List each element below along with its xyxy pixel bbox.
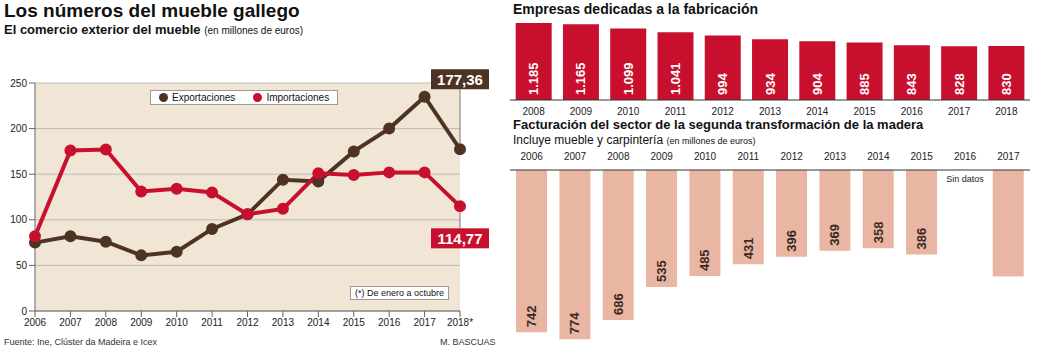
html-text:Fuente: Ine, Clúster da Madeir: Fuente: Ine, Clúster da Madeira e Icex (4, 337, 158, 347)
svg-text:535: 535 (654, 260, 669, 282)
svg-text:2017: 2017 (413, 317, 436, 328)
svg-text:2016: 2016 (954, 151, 977, 162)
svg-text:2011: 2011 (201, 317, 223, 328)
svg-text:1.165: 1.165 (573, 62, 588, 95)
svg-text:177,36: 177,36 (437, 71, 483, 88)
svg-text:2015: 2015 (911, 151, 934, 162)
svg-text:904: 904 (810, 73, 825, 95)
svg-text:Sin datos: Sin datos (946, 174, 984, 184)
svg-text:369: 369 (827, 224, 842, 246)
svg-text:2014: 2014 (307, 317, 330, 328)
svg-text:2015: 2015 (343, 317, 366, 328)
svg-text:843: 843 (904, 73, 919, 95)
html-text:Importaciones: Importaciones (266, 92, 330, 103)
svg-text:2008: 2008 (607, 151, 630, 162)
svg-text:686: 686 (611, 293, 626, 315)
svg-text:2010: 2010 (694, 151, 717, 162)
svg-text:934: 934 (763, 73, 778, 95)
html-text:Exportaciones: Exportaciones (172, 92, 236, 103)
svg-text:2009: 2009 (130, 317, 153, 328)
svg-text:2008: 2008 (523, 106, 546, 117)
svg-text:885: 885 (857, 73, 872, 95)
svg-text:2007: 2007 (564, 151, 587, 162)
svg-text:386: 386 (914, 228, 929, 250)
html-text:Facturación del sector de la s: Facturación del sector de la segunda tra… (513, 117, 924, 132)
svg-text:0: 0 (21, 306, 27, 317)
svg-text:2006: 2006 (24, 317, 47, 328)
svg-text:1.185: 1.185 (526, 62, 541, 95)
svg-text:828: 828 (952, 73, 967, 95)
svg-text:1.099: 1.099 (621, 62, 636, 95)
svg-text:2012: 2012 (712, 106, 735, 117)
html-text:Incluye mueble y carpintería (: Incluye mueble y carpintería (en millone… (513, 133, 756, 147)
svg-text:2016: 2016 (378, 317, 401, 328)
svg-text:114,77: 114,77 (437, 230, 482, 247)
svg-text:994: 994 (715, 73, 730, 95)
svg-text:250: 250 (10, 78, 27, 89)
svg-text:2012: 2012 (781, 151, 804, 162)
svg-text:2013: 2013 (824, 151, 847, 162)
svg-text:2011: 2011 (738, 151, 760, 162)
svg-text:358: 358 (871, 222, 886, 244)
svg-text:2016: 2016 (901, 106, 924, 117)
svg-text:742: 742 (524, 306, 539, 328)
svg-text:396: 396 (784, 230, 799, 252)
svg-text:2009: 2009 (651, 151, 674, 162)
svg-text:150: 150 (10, 169, 27, 180)
svg-text:1.041: 1.041 (668, 62, 683, 95)
svg-text:2009: 2009 (570, 106, 593, 117)
svg-text:2014: 2014 (806, 106, 829, 117)
svg-text:431: 431 (741, 238, 756, 260)
svg-text:2010: 2010 (166, 317, 189, 328)
svg-text:830: 830 (999, 73, 1014, 95)
svg-text:2017: 2017 (948, 106, 971, 117)
html-text:El comercio exterior del muebl: El comercio exterior del mueble (en mill… (4, 22, 304, 37)
svg-text:2017: 2017 (997, 151, 1020, 162)
svg-text:50: 50 (16, 260, 28, 271)
html-text:Los números del mueble gallego: Los números del mueble gallego (4, 0, 300, 21)
html-text:M. BASCUAS: M. BASCUAS (440, 337, 496, 347)
svg-text:2008: 2008 (95, 317, 118, 328)
svg-text:774: 774 (567, 312, 582, 334)
svg-text:2011: 2011 (665, 106, 687, 117)
svg-text:2018: 2018 (995, 106, 1018, 117)
svg-text:2010: 2010 (617, 106, 640, 117)
html-text:(*) De enero a octubre: (*) De enero a octubre (355, 288, 444, 298)
svg-text:2007: 2007 (59, 317, 82, 328)
html-text:Empresas dedicadas a la fabric: Empresas dedicadas a la fabricación (513, 1, 759, 17)
svg-text:2018*: 2018* (447, 317, 473, 328)
svg-text:2006: 2006 (521, 151, 544, 162)
svg-text:2013: 2013 (272, 317, 295, 328)
svg-text:2015: 2015 (853, 106, 876, 117)
svg-text:200: 200 (10, 123, 27, 134)
svg-text:485: 485 (697, 249, 712, 271)
svg-text:2013: 2013 (759, 106, 782, 117)
svg-text:2012: 2012 (236, 317, 259, 328)
svg-text:2014: 2014 (867, 151, 890, 162)
svg-text:100: 100 (10, 214, 27, 225)
